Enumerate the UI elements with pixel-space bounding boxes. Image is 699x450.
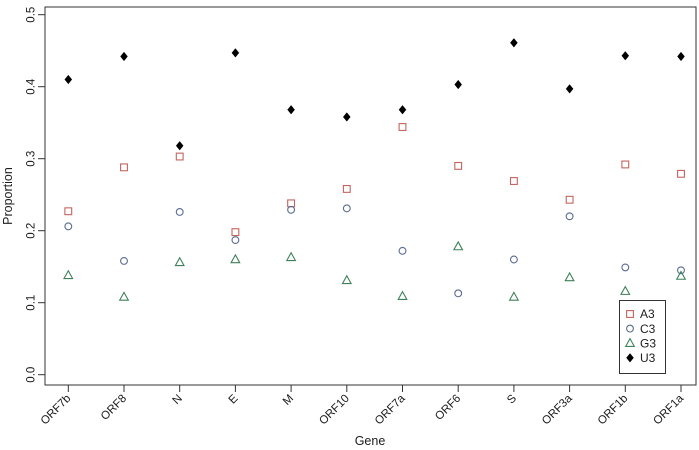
point-A3-ORF6 (454, 161, 463, 170)
x-tick-label: S (505, 392, 519, 406)
point-G3-ORF6 (452, 240, 464, 251)
point-A3-ORF1a (677, 169, 685, 178)
point-G3-ORF3a (564, 271, 575, 282)
x-tick-label: ORF7b (39, 393, 74, 428)
x-tick-label: ORF6 (433, 393, 463, 423)
point-U3-ORF3a (565, 84, 574, 94)
point-G3-E (230, 253, 241, 264)
legend-box (619, 300, 666, 374)
plot-box (44, 6, 697, 386)
point-G3-ORF7a (397, 290, 408, 300)
point-A3-ORF3a (565, 195, 574, 204)
x-tick-label: ORF7a (373, 392, 408, 427)
x-tick-label: ORF8 (99, 393, 129, 423)
point-A3-E (231, 228, 240, 237)
point-U3-ORF10 (342, 112, 351, 122)
point-A3-ORF7b (64, 207, 73, 216)
point-A3-ORF8 (120, 163, 128, 172)
point-U3-N (175, 141, 184, 151)
x-tick-label: E (227, 392, 241, 406)
point-U3-ORF1b (621, 51, 630, 61)
legend-label-C3: C3 (640, 322, 656, 336)
y-axis-title: Proportion (1, 167, 15, 225)
x-tick-label: ORF1a (651, 392, 686, 427)
point-C3-ORF6 (454, 289, 463, 298)
point-U3-S (510, 38, 518, 48)
point-C3-ORF1a (677, 266, 685, 275)
legend-marker-G3-icon (624, 337, 636, 347)
point-G3-ORF1b (620, 285, 631, 295)
point-G3-ORF8 (118, 291, 130, 301)
x-tick-label: ORF1b (596, 393, 631, 428)
x-tick-label: N (170, 393, 184, 407)
point-C3-ORF7b (64, 222, 73, 231)
point-A3-ORF7a (398, 123, 407, 131)
y-tick-label: 0.0 (26, 367, 38, 383)
point-G3-ORF1a (675, 270, 687, 280)
point-C3-M (287, 205, 296, 214)
point-C3-ORF3a (565, 212, 574, 221)
point-U3-M (287, 105, 295, 115)
legend-marker-C3-icon (626, 324, 634, 333)
point-A3-ORF10 (342, 184, 351, 193)
legend-marker-U3-icon (626, 353, 634, 363)
point-G3-S (508, 291, 520, 301)
point-A3-ORF1b (621, 160, 630, 169)
x-axis-title: Gene (355, 434, 386, 448)
point-A3-S (509, 177, 518, 185)
point-U3-ORF1a (677, 51, 685, 62)
point-A3-N (175, 152, 184, 161)
point-C3-E (231, 236, 240, 245)
point-U3-E (231, 48, 240, 58)
x-tick-label: M (281, 393, 296, 408)
legend-marker-A3-icon (626, 310, 634, 318)
point-C3-ORF10 (342, 204, 351, 213)
point-C3-S (509, 255, 518, 264)
point-A3-M (287, 199, 296, 208)
x-tick-label: ORF10 (317, 393, 352, 428)
point-U3-ORF7a (398, 105, 407, 115)
legend-label-G3: G3 (640, 336, 656, 350)
point-G3-N (174, 256, 185, 267)
point-G3-ORF7b (63, 269, 74, 280)
point-C3-ORF7a (398, 246, 407, 255)
point-G3-ORF10 (341, 274, 353, 285)
legend-label-U3: U3 (640, 351, 656, 365)
y-tick-label: 0.4 (26, 78, 38, 95)
y-tick-label: 0.2 (26, 223, 38, 239)
y-tick-label: 0.1 (26, 295, 38, 311)
point-U3-ORF6 (454, 79, 463, 90)
y-tick-label: 0.3 (26, 151, 38, 167)
point-C3-ORF1b (621, 263, 630, 272)
point-C3-N (175, 208, 184, 216)
y-tick-label: 0.5 (26, 7, 38, 23)
legend-label-A3: A3 (640, 307, 655, 321)
point-U3-ORF7b (64, 74, 73, 85)
plot-area: 0.0 0.1 0.2 0.3 0.4 0.5 ORF7b ORF8 N E M ORF10 ORF7a… (26, 6, 697, 428)
point-C3-ORF8 (120, 256, 128, 265)
point-U3-ORF8 (120, 51, 128, 62)
x-tick-label: ORF3a (540, 392, 575, 427)
point-G3-M (285, 251, 297, 262)
